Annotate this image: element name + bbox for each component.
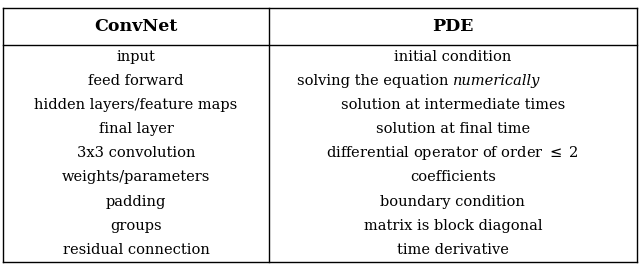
Text: coefficients: coefficients: [410, 170, 496, 184]
Text: solution at final time: solution at final time: [376, 122, 530, 136]
Text: hidden layers/feature maps: hidden layers/feature maps: [35, 98, 237, 112]
Text: boundary condition: boundary condition: [380, 194, 525, 208]
Text: matrix is block diagonal: matrix is block diagonal: [364, 219, 542, 233]
Text: PDE: PDE: [432, 18, 474, 35]
Text: solving the equation: solving the equation: [297, 74, 453, 88]
Text: numerically: numerically: [453, 74, 540, 88]
Text: padding: padding: [106, 194, 166, 208]
Text: groups: groups: [110, 219, 162, 233]
Text: input: input: [116, 50, 156, 64]
Text: time derivative: time derivative: [397, 243, 509, 257]
Text: differential operator of order $\leq$ 2: differential operator of order $\leq$ 2: [326, 144, 579, 162]
Text: 3x3 convolution: 3x3 convolution: [77, 146, 195, 160]
Text: final layer: final layer: [99, 122, 173, 136]
Text: weights/parameters: weights/parameters: [62, 170, 210, 184]
Text: feed forward: feed forward: [88, 74, 184, 88]
Text: residual connection: residual connection: [63, 243, 209, 257]
Text: initial condition: initial condition: [394, 50, 511, 64]
Text: ConvNet: ConvNet: [94, 18, 178, 35]
Text: solution at intermediate times: solution at intermediate times: [340, 98, 565, 112]
